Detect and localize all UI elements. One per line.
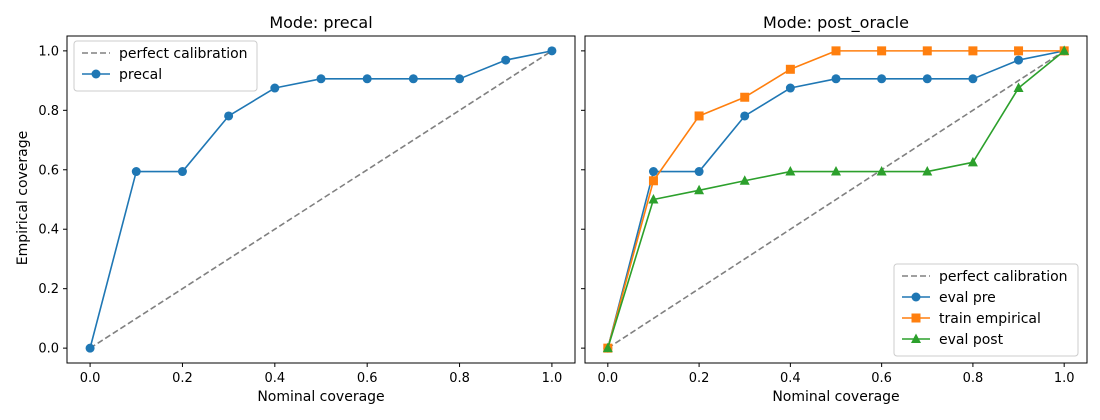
plot-frame — [584, 35, 1088, 364]
legend-marker-eval-pre — [911, 292, 921, 302]
chart-title: Mode: precal — [269, 13, 372, 32]
legend-label-eval-pre: eval pre — [939, 290, 996, 306]
legend-marker-eval-post — [911, 333, 921, 343]
x-tick-label: 0.0 — [80, 371, 101, 386]
x-tick-label: 0.2 — [689, 371, 710, 386]
data-point-eval-post — [876, 166, 887, 176]
data-point-eval-pre — [922, 74, 932, 84]
data-point-train-empirical — [648, 176, 658, 186]
data-point-precal — [455, 74, 465, 84]
data-point-eval-post — [831, 166, 841, 176]
data-point-precal — [316, 74, 326, 84]
legend-box — [73, 40, 258, 92]
data-point-eval-pre — [785, 83, 795, 93]
legend: perfect calibration eval pre train empiric… — [893, 263, 1079, 357]
data-point-eval-pre — [740, 111, 750, 121]
data-point-eval-post — [967, 156, 978, 167]
data-point-eval-pre — [968, 74, 978, 84]
legend-marker-train-empirical — [911, 313, 921, 323]
y-tick-label: 0.8 — [38, 104, 59, 119]
legend-label-eval-post: eval post — [939, 332, 1004, 348]
data-point-train-empirical — [694, 111, 704, 121]
panel-precal: 0.0 0.2 0.4 0.6 0.8 1.0 0.0 0.2 0.4 0.6 0.8 1.0 Mode… — [38, 13, 576, 405]
x-tick-label: 0.4 — [780, 371, 801, 386]
x-tick-label: 0.2 — [172, 371, 193, 386]
x-tick-label: 0.4 — [264, 371, 285, 386]
data-point-eval-pre — [648, 167, 658, 177]
legend-box — [893, 263, 1079, 357]
data-point-eval-pre — [1014, 55, 1024, 65]
x-axis-label: Nominal coverage — [772, 389, 899, 405]
data-point-eval-post — [1059, 45, 1070, 55]
series-line-perfect-calibration — [89, 50, 553, 349]
x-axis-label: Nominal coverage — [257, 389, 384, 405]
data-point-train-empirical — [968, 46, 978, 56]
data-point-precal — [362, 74, 372, 84]
plot-area — [602, 45, 1070, 353]
data-point-train-empirical — [1014, 46, 1024, 56]
y-tick-label: 1.0 — [38, 44, 59, 59]
x-tick-label: 0.0 — [597, 371, 618, 386]
plot-area — [85, 46, 557, 353]
data-point-precal — [270, 83, 280, 93]
figure-ylabel: Empirical coverage — [15, 131, 31, 266]
data-point-precal — [177, 167, 187, 177]
data-point-precal — [501, 55, 511, 65]
legend-label-perfect-calibration: perfect calibration — [939, 269, 1068, 285]
x-tick-label: 0.8 — [449, 371, 470, 386]
data-point-eval-post — [922, 166, 933, 176]
x-tick-label: 0.6 — [357, 371, 378, 386]
chart-title: Mode: post_oracle — [763, 13, 909, 33]
legend-marker-precal — [91, 69, 101, 79]
data-point-eval-post — [602, 342, 613, 353]
data-point-eval-post — [739, 175, 750, 185]
data-point-train-empirical — [785, 64, 795, 74]
legend: perfect calibration precal — [73, 40, 258, 92]
data-point-eval-post — [785, 166, 796, 176]
x-tick-label: 1.0 — [542, 371, 563, 386]
data-point-train-empirical — [922, 46, 932, 56]
y-tick-label: 0.0 — [38, 342, 59, 357]
data-point-precal — [224, 111, 234, 121]
legend-label-train-empirical: train empirical — [939, 311, 1041, 327]
x-tick-label: 0.6 — [871, 371, 892, 386]
y-tick-label: 0.2 — [38, 282, 59, 297]
y-tick-label: 0.4 — [38, 223, 59, 238]
panel-post-oracle: 0.0 0.2 0.4 0.6 0.8 1.0 Mode: post_oracle Nomin… — [581, 13, 1088, 405]
data-point-precal — [408, 74, 418, 84]
y-tick-label: 0.6 — [38, 163, 59, 178]
data-point-train-empirical — [877, 46, 887, 56]
data-point-eval-post — [1013, 82, 1024, 93]
plot-frame — [66, 35, 576, 364]
data-point-precal — [131, 167, 141, 177]
legend-label-perfect-calibration: perfect calibration — [119, 46, 248, 62]
series-line-perfect-calibration — [607, 50, 1065, 349]
x-tick-label: 1.0 — [1054, 371, 1075, 386]
data-point-eval-pre — [877, 74, 887, 84]
data-point-eval-pre — [831, 74, 841, 84]
x-tick-label: 0.8 — [963, 371, 984, 386]
data-point-eval-post — [648, 194, 659, 204]
data-point-train-empirical — [831, 46, 841, 56]
data-point-precal — [85, 343, 95, 353]
legend-label-precal: precal — [119, 67, 162, 83]
data-point-eval-pre — [694, 167, 704, 177]
data-point-precal — [547, 46, 557, 56]
data-point-eval-post — [694, 184, 705, 195]
data-point-train-empirical — [740, 92, 750, 102]
